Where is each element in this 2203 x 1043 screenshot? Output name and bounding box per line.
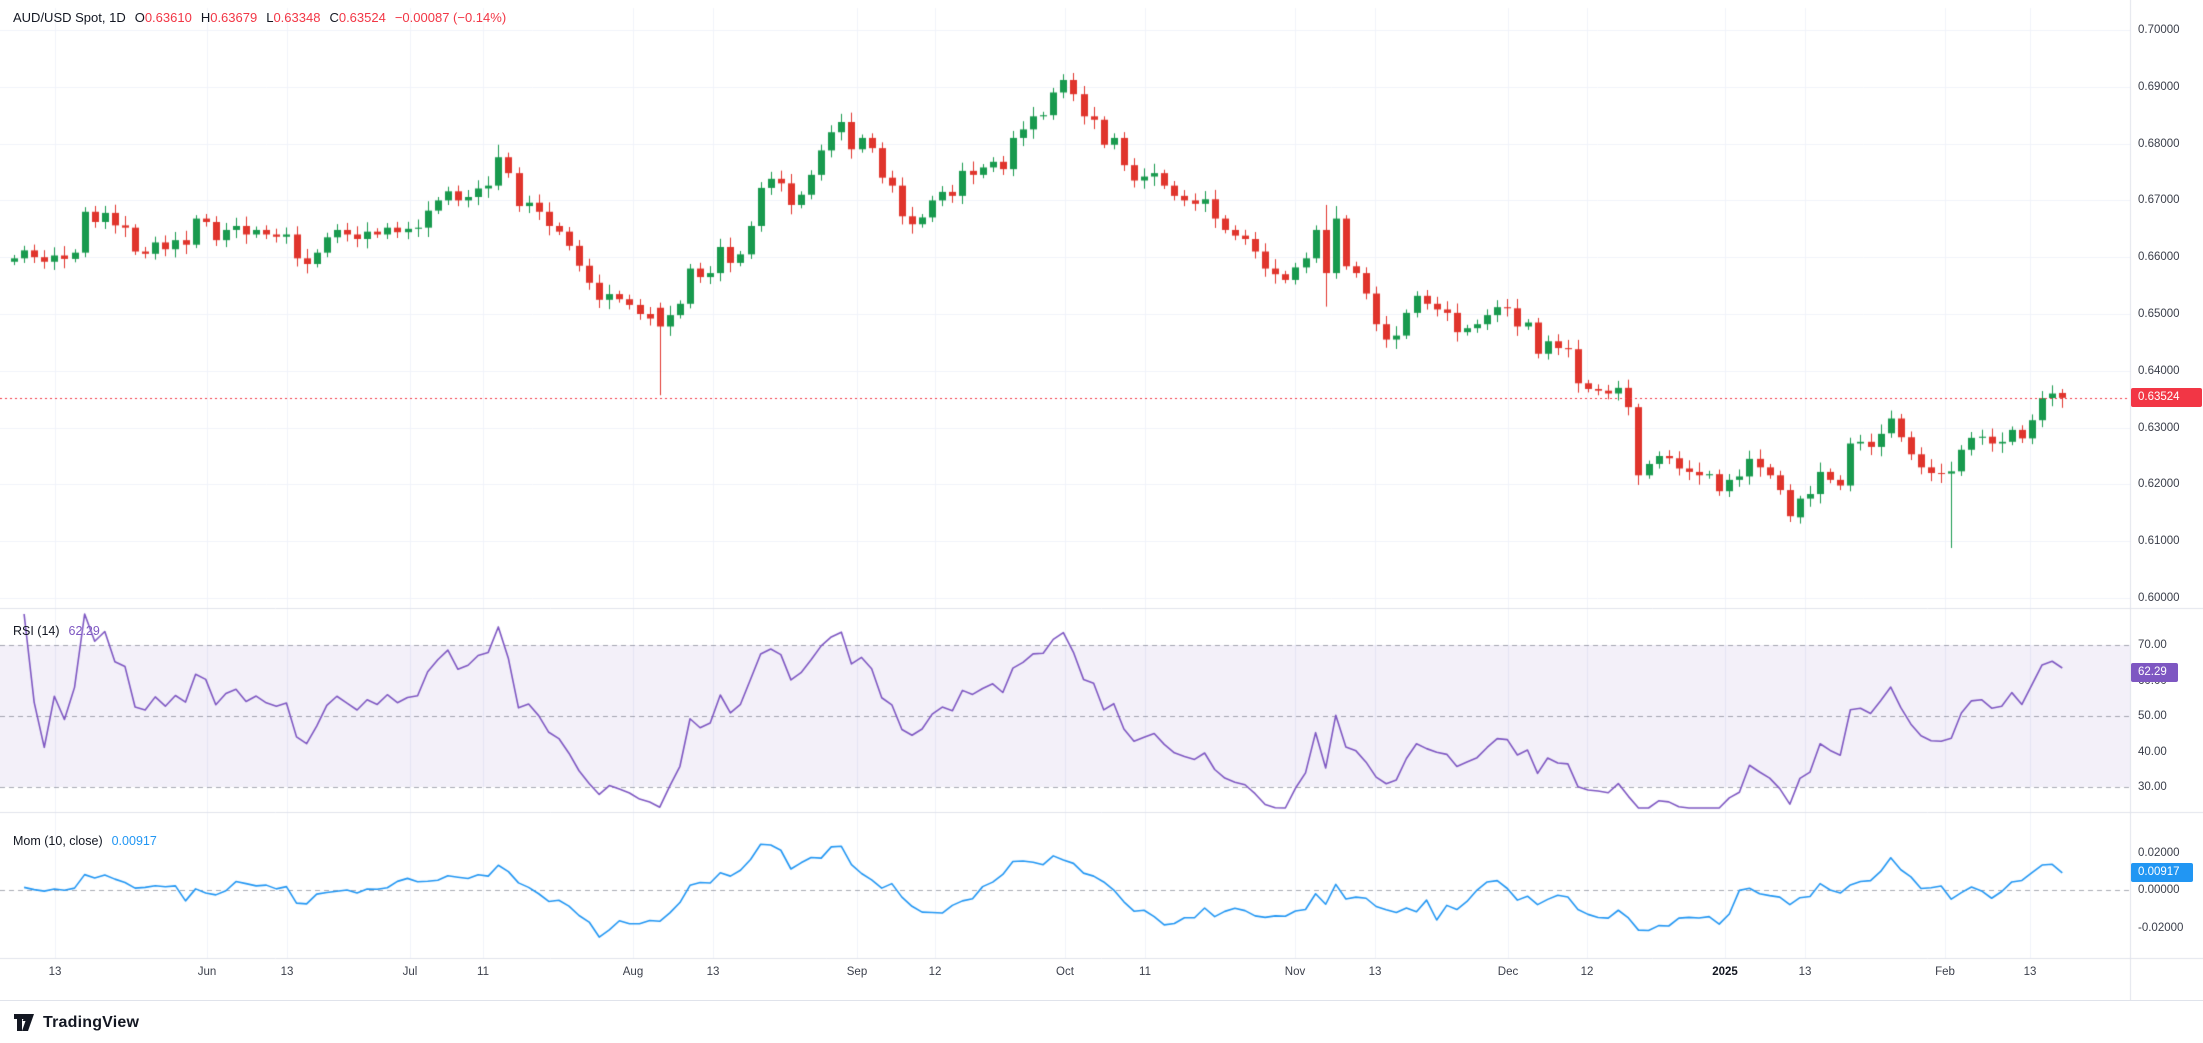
axis-tick-label: 0.60000 (2138, 592, 2180, 604)
rsi-legend[interactable]: RSI (14) 62.29 (13, 624, 100, 638)
time-tick-label: 13 (1368, 966, 1382, 978)
axis-tick-label: 0.68000 (2138, 137, 2180, 150)
ohlc-close: C0.63524 (329, 10, 386, 25)
time-tick-label: 11 (477, 966, 489, 978)
axis-tick-label: 40.00 (2138, 745, 2167, 758)
time-tick-label: Jul (402, 966, 418, 978)
axis-tick-label: 0.65000 (2138, 308, 2180, 320)
axis-tick-label: 30.00 (2138, 781, 2167, 793)
momentum-value: 0.00917 (111, 834, 157, 848)
time-tick-label: Oct (1056, 966, 1074, 978)
symbol-legend[interactable]: AUD/USD Spot, 1D O0.63610 H0.63679 L0.63… (13, 10, 506, 25)
time-tick-label: 2025 (1712, 966, 1738, 978)
momentum-name[interactable]: Mom (10, close) (13, 834, 103, 848)
time-tick-label: 13 (706, 966, 720, 978)
ohlc-high: H0.63679 (200, 10, 258, 25)
time-tick-label: 12 (928, 966, 942, 978)
rsi-name[interactable]: RSI (14) (13, 624, 60, 638)
axis-tick-label: 0.70000 (2138, 24, 2180, 36)
ohlc-open: O0.63610 (134, 10, 192, 25)
momentum-value-badge: 0.00917 (2131, 863, 2193, 883)
axis-tick-label: 0.66000 (2138, 251, 2180, 264)
axis-tick-label: 70.00 (2138, 639, 2167, 651)
time-tick-label: Aug (622, 966, 644, 978)
rsi-value: 62.29 (68, 624, 100, 638)
axis-tick-label: 0.61000 (2138, 535, 2180, 548)
axis-tick-label: 0.69000 (2138, 80, 2180, 93)
axis-tick-label: 0.63000 (2138, 421, 2180, 434)
symbol-title[interactable]: AUD/USD Spot, 1D (13, 10, 126, 25)
time-tick-label: 11 (1139, 966, 1151, 978)
time-tick-label: 12 (1580, 966, 1594, 978)
change-value: −0.00087 (−0.14%) (394, 10, 507, 25)
axis-tick-label: 0.67000 (2138, 194, 2180, 207)
time-tick-label: Feb (1935, 966, 1955, 978)
tradingview-logo-text: TradingView (43, 1013, 140, 1031)
time-tick-label: Jun (197, 966, 217, 978)
time-tick-label: Sep (846, 966, 868, 978)
momentum-legend[interactable]: Mom (10, close) 0.00917 (13, 834, 157, 848)
ohlc-low: L0.63348 (266, 10, 321, 25)
time-tick-label: 13 (2023, 966, 2037, 978)
axis-tick-label: 0.00000 (2138, 884, 2180, 896)
axis-tick-label: 0.62000 (2138, 478, 2180, 491)
axis-tick-label: 0.02000 (2138, 846, 2180, 859)
time-tick-label: 13 (280, 966, 294, 978)
footer-bar: TradingView (0, 1000, 2203, 1043)
axis-tick-label: -0.02000 (2138, 921, 2184, 934)
last-price-badge: 0.63524 (2131, 388, 2202, 408)
time-tick-label: 13 (1798, 966, 1812, 978)
axis-tick-label: 50.00 (2138, 710, 2167, 722)
time-tick-label: Dec (1497, 966, 1519, 978)
time-tick-label: 13 (48, 966, 62, 978)
time-tick-label: Nov (1284, 966, 1306, 978)
axis-tick-label: 0.64000 (2138, 364, 2180, 377)
tradingview-logo[interactable]: TradingView (13, 1013, 139, 1032)
rsi-value-badge: 62.29 (2131, 662, 2178, 682)
tradingview-logo-icon (13, 1013, 36, 1032)
